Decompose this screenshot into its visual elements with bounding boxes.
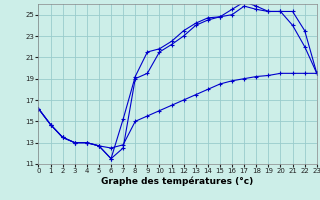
X-axis label: Graphe des températures (°c): Graphe des températures (°c) (101, 177, 254, 186)
